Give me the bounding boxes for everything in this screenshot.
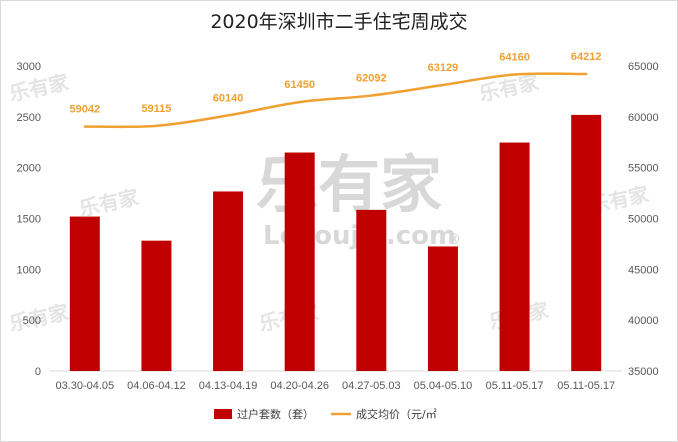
watermark-brand-small: 乐有家	[77, 185, 142, 221]
y-right-tick-label: 35000	[628, 366, 659, 378]
y-left-tick-label: 1500	[17, 214, 41, 226]
line-value-label: 59115	[141, 103, 171, 115]
y-left-tick-label: 1000	[17, 264, 41, 276]
bar	[69, 216, 100, 371]
watermark-brand-large: 乐有家	[256, 148, 442, 221]
line-value-label: 64212	[571, 51, 602, 63]
line-value-label: 62092	[356, 73, 387, 85]
x-tick-label: 05.04-05.10	[414, 380, 473, 392]
x-tick-label: 04.06-04.12	[127, 380, 186, 392]
bar-series	[69, 114, 602, 371]
line-value-label: 61450	[284, 79, 315, 91]
line-value-label: 59042	[70, 104, 101, 116]
bar-value-label: 1282	[144, 246, 168, 258]
y-right-tick-label: 60000	[628, 112, 659, 124]
bar	[284, 152, 315, 371]
legend-bar-swatch	[214, 409, 232, 419]
line-value-label: 60140	[213, 92, 244, 104]
line-series	[83, 72, 588, 129]
bar	[141, 240, 172, 371]
watermark-layer: 乐有家 Leyoujia.com ® 乐有家 乐有家 乐有家 乐有家 乐有家 乐…	[7, 70, 652, 336]
y-right-tick-label: 65000	[628, 61, 659, 73]
bar	[499, 142, 530, 371]
bar-value-label: 1585	[359, 215, 383, 227]
line-value-label: 64160	[499, 52, 530, 64]
x-tick-label: 04.20-04.26	[270, 380, 329, 392]
data-labels: 1519 1282 1766 2149 1585 1225 2247 2519 59042 591…	[70, 51, 602, 263]
x-tick-label: 04.27-05.03	[342, 380, 401, 392]
line-value-label: 63129	[428, 62, 459, 74]
bar	[427, 246, 458, 371]
bar-value-label: 1766	[216, 196, 240, 208]
watermark-registered-mark: ®	[447, 232, 461, 248]
bar-value-label: 1519	[73, 222, 97, 234]
bar-value-label: 2247	[502, 148, 526, 160]
y-left-tick-label: 500	[23, 315, 41, 327]
legend-bar-label: 过户套数（套）	[237, 407, 314, 421]
bar-value-label: 2519	[574, 120, 598, 132]
bar-value-label: 2149	[287, 158, 311, 170]
y-right-tick-label: 55000	[628, 163, 659, 175]
y-left-tick-label: 3000	[17, 61, 41, 73]
x-tick-label: 04.13-04.19	[199, 380, 258, 392]
y-left-tick-label: 2000	[17, 163, 41, 175]
y-left-tick-label: 2500	[17, 112, 41, 124]
line-path	[83, 72, 588, 129]
chart-title: 2020年深圳市二手住宅周成交	[210, 11, 468, 33]
bar	[571, 114, 602, 371]
y-right-tick-label: 40000	[628, 315, 659, 327]
legend-line-label: 成交均价（元/㎡	[356, 407, 437, 421]
axes-layer: 0 500 1000 1500 2000 2500 3000 35000 40000 45000 5…	[17, 61, 659, 392]
y-right-tick-label: 45000	[628, 264, 659, 276]
x-tick-label: 03.30-04.05	[55, 380, 114, 392]
y-right-tick-label: 50000	[628, 214, 659, 226]
bar	[213, 191, 244, 371]
x-tick-label: 05.11-05.17	[486, 380, 544, 392]
bar-value-label: 1225	[431, 251, 455, 263]
x-tick-label: 05.11-05.17	[557, 380, 615, 392]
y-left-tick-label: 0	[35, 366, 41, 378]
watermark-brand-small: 乐有家	[7, 70, 72, 106]
bar	[356, 209, 387, 371]
legend: 过户套数（套） 成交均价（元/㎡	[214, 407, 437, 421]
